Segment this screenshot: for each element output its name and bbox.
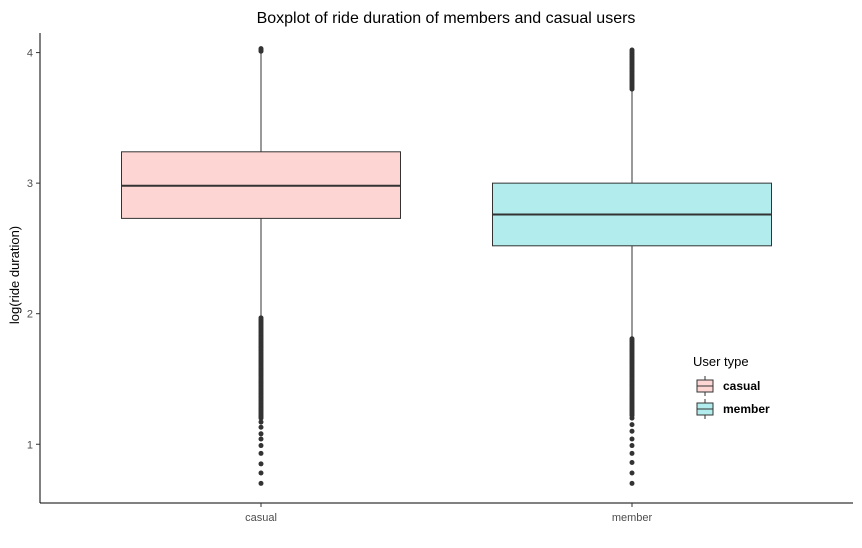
legend-label: casual — [723, 379, 760, 393]
legend-item-member: member — [696, 399, 770, 419]
outlier-point — [629, 436, 635, 442]
y-tick-label: 4 — [27, 48, 33, 60]
outlier-point — [629, 470, 635, 476]
outlier-point — [629, 450, 635, 456]
outlier-point — [258, 419, 264, 425]
y-tick-label: 3 — [27, 178, 33, 190]
outlier-point — [629, 47, 635, 53]
legend-title: User type — [693, 354, 749, 369]
outlier-point — [258, 436, 264, 442]
outlier-point — [629, 422, 635, 428]
outlier-point — [629, 460, 635, 466]
outlier-point — [629, 480, 635, 486]
outlier-point — [629, 443, 635, 449]
outlier-point — [629, 415, 635, 421]
plot-area: 1 2 3 4 casual member — [27, 33, 853, 524]
outlier-point — [258, 480, 264, 486]
outlier-point — [258, 461, 264, 467]
outlier-point — [258, 450, 264, 456]
y-axis-title: log(ride duration) — [7, 226, 22, 324]
chart-title: Boxplot of ride duration of members and … — [257, 10, 636, 27]
box-member — [492, 47, 772, 486]
legend-label: member — [723, 402, 770, 416]
outlier-point — [258, 470, 264, 476]
outlier-point — [258, 443, 264, 449]
outlier-point — [258, 431, 264, 437]
y-tick-label: 1 — [27, 439, 33, 451]
outlier-point — [629, 336, 635, 342]
legend: User type casual member — [693, 354, 770, 419]
outlier-point — [629, 428, 635, 434]
outlier-point — [258, 424, 264, 430]
y-tick-label: 2 — [27, 309, 33, 321]
x-tick-label: casual — [245, 512, 277, 524]
legend-item-casual: casual — [696, 376, 760, 396]
box-casual — [121, 46, 401, 486]
outlier-point — [258, 46, 264, 52]
outlier-point — [258, 315, 264, 321]
x-tick-label: member — [612, 512, 653, 524]
